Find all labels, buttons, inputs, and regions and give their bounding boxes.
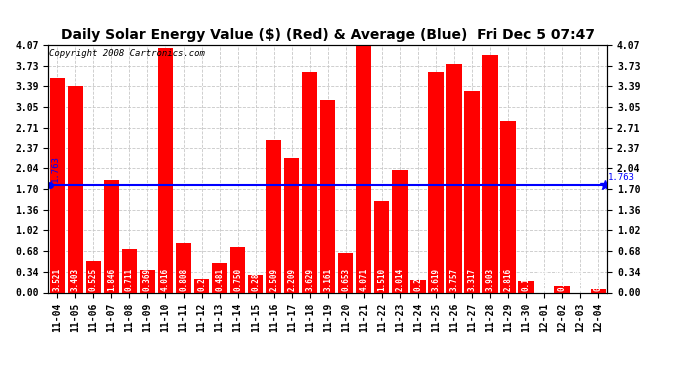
Text: 0.281: 0.281	[251, 268, 260, 291]
Bar	[356, 45, 371, 292]
Text: 3.521: 3.521	[53, 268, 62, 291]
Bar	[302, 72, 317, 292]
Bar	[68, 86, 83, 292]
Bar	[518, 281, 534, 292]
Text: 0.808: 0.808	[179, 268, 188, 291]
Bar	[158, 48, 173, 292]
Bar	[104, 180, 119, 292]
Text: 0.369: 0.369	[143, 268, 152, 291]
Bar	[140, 270, 155, 292]
Bar	[50, 78, 65, 292]
Bar	[555, 286, 570, 292]
Bar	[411, 280, 426, 292]
Text: 2.816: 2.816	[504, 268, 513, 291]
Text: 0.206: 0.206	[413, 268, 422, 291]
Bar	[320, 100, 335, 292]
Bar	[500, 121, 515, 292]
Text: 0.750: 0.750	[233, 268, 242, 291]
Text: 3.629: 3.629	[305, 268, 314, 291]
Bar	[248, 275, 264, 292]
Bar	[446, 64, 462, 292]
Text: 3.403: 3.403	[71, 268, 80, 291]
Bar	[194, 279, 209, 292]
Text: 0.481: 0.481	[215, 268, 224, 291]
Text: 0.188: 0.188	[522, 268, 531, 291]
Text: 4.071: 4.071	[359, 268, 368, 291]
Text: 0.000: 0.000	[540, 268, 549, 291]
Text: 0.653: 0.653	[342, 268, 351, 291]
Bar	[464, 91, 480, 292]
Text: 0.711: 0.711	[125, 268, 134, 291]
Bar	[176, 243, 191, 292]
Text: 2.014: 2.014	[395, 268, 404, 291]
Text: 1.763: 1.763	[608, 173, 635, 182]
Text: 4.016: 4.016	[161, 268, 170, 291]
Text: 1.846: 1.846	[107, 268, 116, 291]
Text: 2.209: 2.209	[287, 268, 296, 291]
Bar	[482, 55, 497, 292]
Bar	[212, 263, 227, 292]
Bar	[374, 201, 389, 292]
Bar	[392, 170, 408, 292]
Text: 0.217: 0.217	[197, 268, 206, 291]
Bar	[266, 140, 282, 292]
Bar	[230, 247, 245, 292]
Text: 1.510: 1.510	[377, 268, 386, 291]
Text: 0.051: 0.051	[593, 268, 602, 291]
Text: 3.903: 3.903	[486, 268, 495, 291]
Bar	[338, 253, 353, 292]
Text: 3.317: 3.317	[468, 268, 477, 291]
Bar	[121, 249, 137, 292]
Title: Daily Solar Energy Value ($) (Red) & Average (Blue)  Fri Dec 5 07:47: Daily Solar Energy Value ($) (Red) & Ave…	[61, 28, 595, 42]
Text: 0.107: 0.107	[558, 268, 566, 291]
Text: 0.000: 0.000	[575, 268, 584, 291]
Bar	[86, 261, 101, 292]
Text: Copyright 2008 Cartronics.com: Copyright 2008 Cartronics.com	[50, 49, 206, 58]
Text: 0.525: 0.525	[89, 268, 98, 291]
Bar	[428, 72, 444, 292]
Bar	[284, 158, 299, 292]
Text: 3.619: 3.619	[431, 268, 440, 291]
Text: 1.763: 1.763	[51, 155, 60, 182]
Text: 3.161: 3.161	[323, 268, 333, 291]
Text: 3.757: 3.757	[449, 268, 458, 291]
Bar	[591, 290, 606, 292]
Text: 2.509: 2.509	[269, 268, 278, 291]
